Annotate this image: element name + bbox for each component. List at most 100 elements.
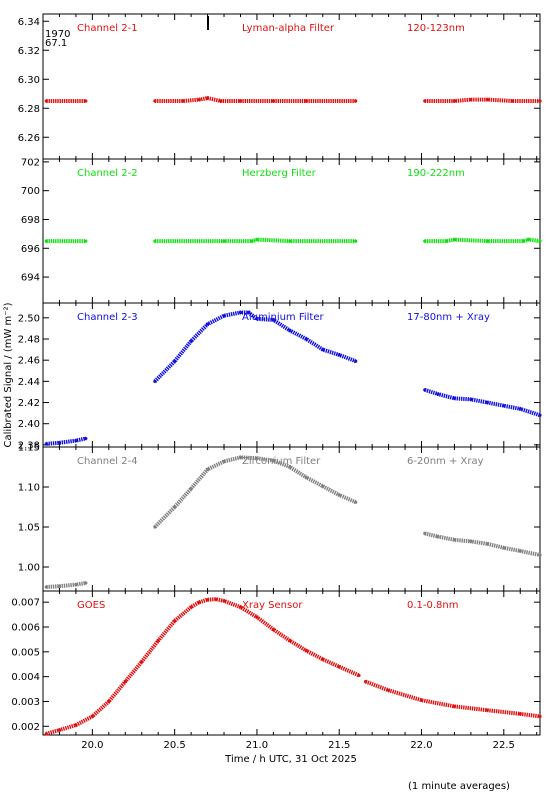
annotation-label: 1970 <box>45 29 70 40</box>
data-point <box>469 397 473 401</box>
x-tick-label: 20.0 <box>81 740 103 751</box>
data-point <box>219 99 223 103</box>
panel-label: 6-20nm + Xray <box>407 456 484 467</box>
panel-channel-2-1: 6.26 6.28 6.30 6.32 6.34 Channel 2-1 Lyman-alp… <box>18 13 542 160</box>
data-point <box>444 239 448 243</box>
panel-label: 190-222nm <box>407 168 465 179</box>
x-tick-label: 22.0 <box>410 740 432 751</box>
y-tick-label: 0.005 <box>11 647 40 658</box>
data-point <box>419 698 424 702</box>
panel-channel-2-4: 1.00 1.05 1.10 1.15 Channel 2-4 Zirconium Fil… <box>3 302 542 592</box>
data-point <box>57 584 62 588</box>
y-tick-label: 2.42 <box>18 398 40 409</box>
y-tick-label: 1.00 <box>18 563 40 574</box>
data-point <box>205 322 210 326</box>
data-point <box>140 660 144 664</box>
data-point <box>304 99 308 103</box>
data-point <box>423 239 427 243</box>
data-point <box>288 239 292 243</box>
panel-label: Channel 2-2 <box>77 168 138 179</box>
data-point <box>84 99 88 103</box>
data-series <box>46 436 87 446</box>
panel-label: Channel 2-3 <box>77 312 138 323</box>
y-tick-label: 2.48 <box>18 335 40 346</box>
data-point <box>386 688 391 692</box>
data-point <box>288 328 292 333</box>
data-point <box>436 535 440 539</box>
y-tick-label: 0.004 <box>11 672 40 683</box>
data-series <box>153 310 357 383</box>
data-point <box>222 459 226 463</box>
data-point <box>247 310 251 315</box>
data-point <box>469 539 473 544</box>
data-series <box>364 679 541 719</box>
panel-label: 17-80nm + Xray <box>407 312 490 323</box>
panel-frame <box>42 590 541 736</box>
data-point <box>485 542 489 546</box>
panel-label: Channel 2-1 <box>77 23 138 34</box>
data-point <box>538 99 542 103</box>
data-point <box>538 714 542 718</box>
data-point <box>255 317 259 321</box>
data-point <box>288 639 292 643</box>
x-tick-label: 21.0 <box>246 740 268 751</box>
data-point <box>452 704 457 709</box>
data-point <box>44 99 48 103</box>
data-point <box>354 99 358 103</box>
y-tick-label: 694 <box>21 273 40 284</box>
y-tick-label: 0.006 <box>11 623 40 634</box>
data-point <box>304 337 308 341</box>
y-tick-label: 6.30 <box>18 75 40 86</box>
data-point <box>526 238 531 242</box>
data-point <box>363 680 368 684</box>
data-point <box>189 339 193 343</box>
data-point <box>205 598 210 602</box>
y-tick-label: 2.40 <box>18 419 40 430</box>
data-point <box>197 97 201 102</box>
data-point <box>173 505 177 509</box>
y-tick-label: 2.50 <box>18 313 40 324</box>
data-point <box>271 99 275 103</box>
y-tick-label: 0.003 <box>11 697 40 708</box>
data-point <box>57 441 62 445</box>
panel-label: 120-123nm <box>407 23 465 34</box>
panel-label: Herzberg Filter <box>242 168 317 179</box>
panel-frame <box>42 302 541 448</box>
data-point <box>197 600 201 604</box>
data-point <box>304 475 308 479</box>
y-tick-label: 6.34 <box>18 17 40 28</box>
data-point <box>255 615 259 619</box>
x-tick-label: 21.5 <box>328 740 350 751</box>
data-point <box>271 318 275 322</box>
data-point <box>84 239 88 243</box>
y-tick-label: 698 <box>21 215 40 226</box>
data-point <box>271 627 275 632</box>
data-point <box>238 310 243 315</box>
data-series <box>46 581 87 589</box>
data-point <box>452 238 457 242</box>
data-point <box>44 732 48 736</box>
data-point <box>354 500 358 504</box>
data-point <box>538 553 542 557</box>
data-point <box>423 388 427 392</box>
data-point <box>107 699 111 704</box>
data-point <box>44 585 48 589</box>
data-series <box>424 387 541 418</box>
data-series <box>154 237 356 244</box>
data-point <box>288 465 292 469</box>
data-point <box>238 455 243 459</box>
data-point <box>74 583 78 587</box>
data-point <box>321 347 325 352</box>
y-axis-label: Calibrated Signal / (mW m⁻²) <box>3 302 14 447</box>
y-tick-label: 2.46 <box>18 356 40 367</box>
data-point <box>354 239 358 243</box>
data-point <box>205 96 210 100</box>
data-point <box>452 99 457 103</box>
data-point <box>510 99 514 103</box>
data-point <box>205 467 210 471</box>
data-point <box>321 484 325 488</box>
data-point <box>222 599 226 603</box>
data-point <box>502 546 506 550</box>
data-point <box>485 400 489 405</box>
